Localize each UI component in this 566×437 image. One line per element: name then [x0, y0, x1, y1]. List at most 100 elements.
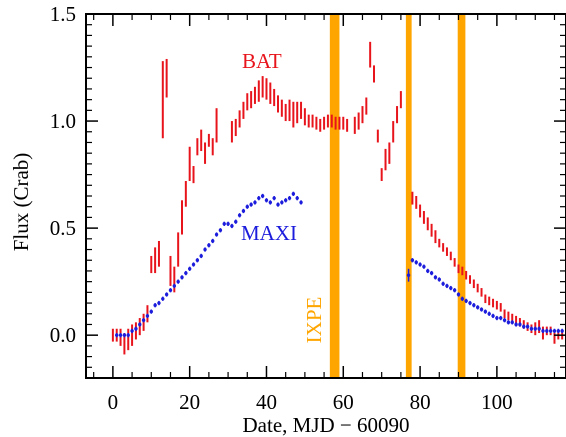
x-axis-title: Date, MJD − 60090 — [243, 413, 410, 437]
maxi-marker — [541, 329, 545, 333]
maxi-point — [130, 328, 134, 334]
maxi-marker — [556, 329, 561, 333]
maxi-marker — [518, 322, 522, 327]
maxi-point — [245, 204, 249, 209]
maxi-point — [533, 326, 537, 331]
maxi-marker — [525, 324, 530, 329]
maxi-point — [207, 243, 211, 248]
maxi-point — [475, 305, 480, 310]
maxi-point — [218, 228, 223, 233]
maxi-point — [260, 193, 265, 199]
maxi-point — [514, 322, 518, 327]
maxi-marker — [506, 320, 511, 325]
maxi-marker — [291, 192, 296, 196]
plot-frame — [85, 13, 566, 379]
maxi-marker — [176, 279, 180, 284]
maxi-point — [126, 333, 130, 338]
y-tick-label: 0.0 — [50, 323, 76, 347]
bat-series — [111, 41, 564, 355]
maxi-point — [176, 279, 180, 284]
maxi-point — [234, 219, 238, 224]
maxi-point — [456, 292, 461, 297]
maxi-point — [529, 326, 534, 331]
maxi-point — [487, 311, 491, 316]
maxi-point — [445, 283, 449, 289]
maxi-marker — [560, 329, 564, 333]
maxi-point — [552, 328, 557, 334]
maxi-marker — [418, 262, 422, 267]
maxi-point — [157, 300, 161, 306]
maxi-point — [184, 270, 188, 276]
maxi-point — [134, 326, 138, 331]
maxi-point — [272, 196, 276, 201]
maxi-marker — [452, 288, 457, 292]
maxi-marker — [191, 262, 196, 267]
maxi-point — [230, 223, 234, 229]
maxi-marker — [264, 198, 269, 202]
maxi-marker — [207, 243, 211, 247]
maxi-marker — [422, 264, 426, 269]
ixpe-bands — [329, 14, 466, 378]
maxi-point — [138, 322, 142, 327]
maxi-series — [115, 191, 564, 338]
maxi-marker — [184, 271, 188, 275]
maxi-marker — [230, 224, 234, 228]
maxi-marker — [272, 196, 276, 200]
maxi-marker — [491, 314, 495, 318]
maxi-point — [280, 200, 284, 205]
maxi-point — [253, 200, 257, 205]
maxi-marker — [257, 196, 261, 200]
maxi-point — [287, 196, 292, 201]
maxi-marker — [483, 309, 488, 314]
maxi-marker — [218, 228, 223, 232]
maxi-marker — [268, 200, 273, 205]
maxi-point — [149, 309, 153, 314]
maxi-marker — [299, 200, 303, 205]
maxi-marker — [180, 275, 184, 280]
maxi-marker — [187, 267, 192, 271]
maxi-point — [441, 281, 445, 286]
x-tick-label: 40 — [256, 390, 277, 414]
maxi-point — [187, 266, 192, 271]
maxi-marker — [460, 297, 465, 301]
maxi-point — [191, 262, 196, 267]
maxi-point — [510, 320, 514, 325]
maxi-point — [452, 288, 457, 293]
maxi-point — [449, 285, 453, 291]
maxi-marker — [426, 269, 430, 273]
maxi-marker — [226, 222, 230, 226]
maxi-point — [418, 262, 422, 267]
maxi-marker — [510, 320, 514, 325]
maxi-point — [426, 268, 430, 274]
maxi-marker — [199, 254, 203, 258]
maxi-marker — [537, 327, 541, 331]
maxi-point — [180, 275, 184, 280]
maxi-marker — [253, 200, 257, 205]
maxi-marker — [222, 222, 226, 226]
maxi-marker — [115, 333, 119, 337]
maxi-marker — [514, 322, 518, 327]
maxi-marker — [134, 327, 138, 331]
maxi-point — [211, 238, 215, 244]
maxi-point — [422, 264, 426, 269]
maxi-point — [115, 333, 119, 338]
maxi-point — [276, 202, 280, 207]
y-tick-label: 1.5 — [50, 2, 76, 26]
maxi-marker — [522, 324, 526, 329]
maxi-marker — [168, 288, 173, 292]
maxi-marker — [475, 305, 480, 310]
maxi-point — [241, 208, 246, 214]
maxi-point — [264, 198, 269, 203]
maxi-marker — [241, 209, 246, 213]
maxi-marker — [433, 275, 438, 280]
maxi-marker — [276, 202, 280, 207]
maxi-marker — [495, 316, 499, 320]
maxi-point — [506, 320, 511, 325]
x-tick-label: 60 — [333, 390, 354, 414]
maxi-marker — [118, 333, 123, 337]
ixpe-band-2 — [405, 14, 412, 378]
maxi-point — [118, 333, 123, 338]
maxi-marker — [157, 301, 161, 305]
maxi-point — [214, 232, 219, 237]
